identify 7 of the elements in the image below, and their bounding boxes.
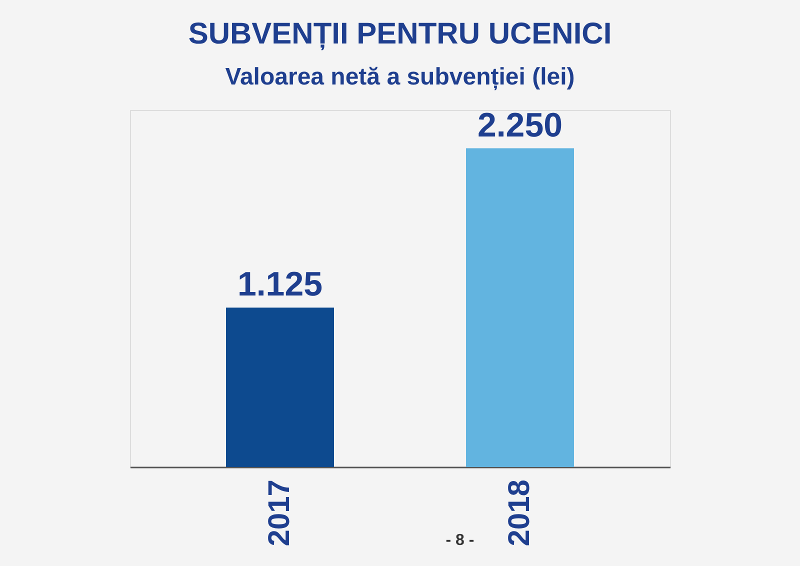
x-tick-label: 2018 <box>503 480 536 546</box>
chart-subtitle: Valoarea netă a subvenției (lei) <box>225 63 575 90</box>
chart-title: SUBVENȚII PENTRU UCENICI <box>188 17 612 50</box>
text: - 8 - <box>446 532 474 549</box>
x-tick-label: 2017 <box>263 480 296 546</box>
data-label: 2.250 <box>477 106 563 144</box>
data-label: 1.125 <box>237 266 323 304</box>
